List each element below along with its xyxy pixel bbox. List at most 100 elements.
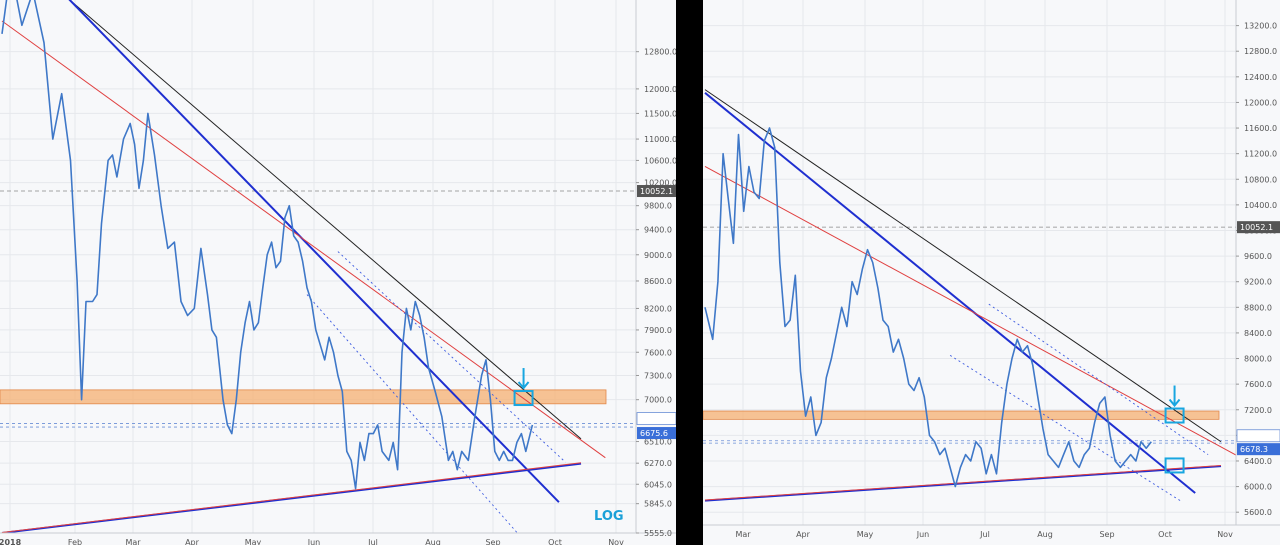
y-tick-label: 5845.0 [644, 500, 672, 509]
target-box-lower [1164, 457, 1185, 474]
target-box [513, 390, 534, 407]
y-tick-label: 6270.0 [644, 459, 672, 468]
y-tick-label: 12000.0 [1244, 98, 1277, 107]
price-tag-label: 6675.6 [640, 429, 668, 438]
price-tag-label: 6715.9 [1240, 432, 1268, 441]
down-arrow-icon [517, 381, 530, 390]
y-tick-label: 6045.0 [644, 480, 672, 489]
right-linear-chart: 13200.0 12800.0 12400.0 12000.0 11600.0 11200… [703, 0, 1280, 545]
level-tag-label: 10052.1 [1240, 223, 1273, 232]
y-tick-label: 10800.0 [1244, 175, 1277, 184]
panel-divider [676, 0, 703, 545]
trendline-red-support [704, 464, 1222, 501]
left-chart-panel: 12800.0 12000.0 11500.0 11000.0 10600.0 10200… [0, 0, 676, 545]
y-tick-label: 9000.0 [644, 251, 672, 260]
y-tick-label: 6510.0 [644, 438, 672, 447]
left-log-chart: 12800.0 12000.0 11500.0 11000.0 10600.0 10200… [0, 0, 676, 545]
x-tick-label: Feb [68, 538, 82, 545]
x-tick-label: Nov [1217, 530, 1233, 539]
y-tick-label: 9800.0 [644, 202, 672, 211]
x-tick-label: Jun [916, 530, 930, 539]
x-tick-label: 2018 [0, 538, 22, 545]
trendline-red [1, 20, 606, 459]
x-tick-label: Aug [425, 538, 441, 545]
trendline-black [704, 89, 1222, 443]
price-tag [1237, 443, 1280, 456]
y-tick-label: 8600.0 [644, 277, 672, 286]
level-tag-label: 10052.1 [640, 187, 673, 196]
trendline-dotted-lower [949, 354, 1183, 503]
y-tick-label: 6400.0 [1244, 457, 1272, 466]
y-tick-label: 8200.0 [644, 304, 672, 313]
y-tick-label: 7000.0 [644, 396, 672, 405]
trendline-red-support [1, 462, 582, 533]
target-box-upper [1164, 407, 1185, 424]
y-tick-label: 10200.0 [644, 179, 676, 188]
trendline-black [69, 0, 582, 440]
y-tick-label: 12800.0 [644, 48, 676, 57]
y-tick-label: 12400.0 [1244, 73, 1277, 82]
level-tag [637, 185, 676, 198]
level-tag [1237, 221, 1280, 234]
x-tick-label: Oct [1158, 530, 1172, 539]
x-tick-label: Sep [1099, 530, 1114, 539]
price-series-line [1, 0, 534, 490]
y-tick-label: 9600.0 [1244, 252, 1272, 261]
y-tick-label: 5600.0 [1244, 508, 1272, 517]
y-tick-label: 7600.0 [1244, 380, 1272, 389]
x-tick-label: Jul [367, 538, 378, 545]
scale-annotation: LOG [594, 509, 624, 524]
resistance-zone [703, 410, 1220, 420]
price-axis [636, 0, 676, 545]
trendline-blue [704, 92, 1196, 494]
price-series-line [704, 127, 1152, 488]
time-axis [703, 525, 1280, 545]
x-tick-label: Apr [185, 538, 200, 545]
y-tick-label: 12800.0 [1244, 47, 1277, 56]
y-tick-label: 7300.0 [644, 371, 672, 380]
x-tick-label: May [857, 530, 874, 539]
x-tick-label: Nov [608, 538, 624, 545]
y-tick-label: 11000.0 [644, 135, 676, 144]
down-arrow-icon [1168, 398, 1181, 408]
price-tag [1236, 429, 1280, 443]
price-tag [637, 427, 676, 440]
x-tick-label: Sep [485, 538, 500, 545]
y-tick-label: 11600.0 [1244, 124, 1277, 133]
right-chart-panel: 13200.0 12800.0 12400.0 12000.0 11600.0 11200… [703, 0, 1280, 545]
x-tick-label: Mar [125, 538, 141, 545]
y-tick-label: 6000.0 [1244, 483, 1272, 492]
y-tick-label: 7200.0 [1244, 406, 1272, 415]
price-tag-label: 6715.9 [640, 415, 668, 424]
x-tick-label: Apr [796, 530, 811, 539]
y-tick-label: 10400.0 [1244, 201, 1277, 210]
price-tag [636, 412, 676, 425]
x-tick-label: Oct [548, 538, 562, 545]
price-tag-label: 6678.3 [1240, 445, 1268, 454]
y-tick-label: 7900.0 [644, 326, 672, 335]
x-tick-label: Aug [1037, 530, 1053, 539]
x-tick-label: Mar [735, 530, 751, 539]
x-tick-label: Jun [307, 538, 321, 545]
resistance-zone [0, 389, 607, 405]
trendline-dotted-upper [988, 303, 1209, 455]
x-tick-label: Jul [979, 530, 990, 539]
y-tick-label: 12000.0 [644, 85, 676, 94]
trendline-dotted-upper [337, 251, 566, 463]
y-tick-label: 9200.0 [1244, 278, 1272, 287]
y-tick-label: 10600.0 [644, 156, 676, 165]
y-tick-label: 13200.0 [1244, 22, 1277, 31]
y-tick-label: 7600.0 [644, 348, 672, 357]
y-tick-label: 11200.0 [1244, 150, 1277, 159]
y-tick-label: 8800.0 [1244, 303, 1272, 312]
y-tick-label: 8000.0 [1244, 355, 1272, 364]
trendline-blue-support [704, 465, 1222, 502]
x-tick-label: May [245, 538, 262, 545]
y-tick-label: 11500.0 [644, 109, 676, 118]
time-axis [0, 533, 676, 545]
trendline-red [704, 166, 1248, 462]
y-tick-label: 9400.0 [644, 226, 672, 235]
y-tick-label: 5555.0 [644, 529, 672, 538]
trendline-blue-support [1, 462, 582, 534]
y-tick-label: 8400.0 [1244, 329, 1272, 338]
